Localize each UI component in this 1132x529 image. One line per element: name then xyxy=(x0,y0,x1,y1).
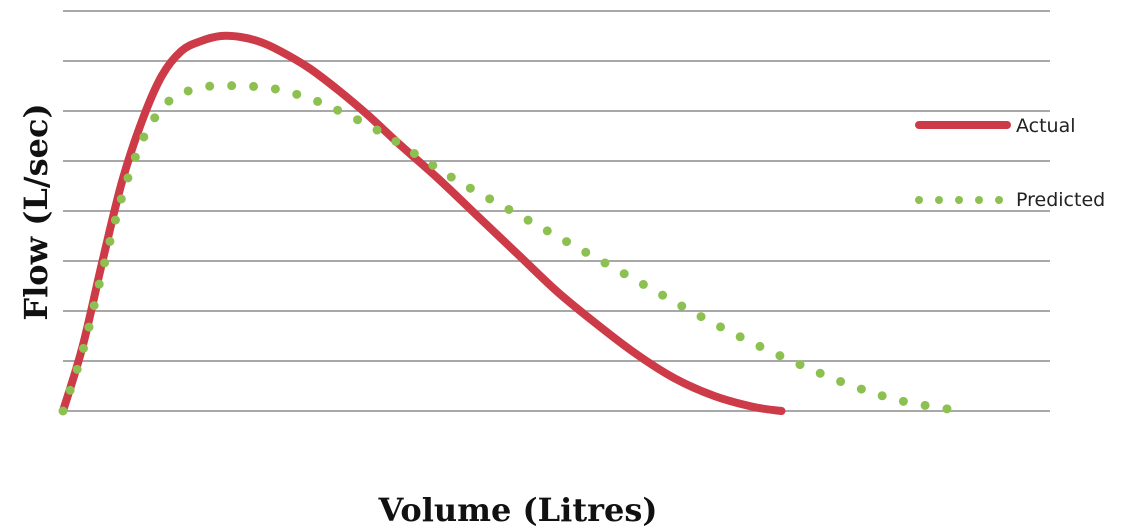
series-layer xyxy=(58,31,966,416)
x-axis-title: Volume (Litres) xyxy=(378,491,658,529)
y-axis-title: Flow (L/sec) xyxy=(17,103,55,320)
legend-label-predicted: Predicted xyxy=(1016,189,1105,211)
grid-lines xyxy=(63,10,1050,412)
legend-label-actual: Actual xyxy=(1016,115,1076,137)
series-line-actual xyxy=(59,31,786,415)
legend: Actual Predicted xyxy=(915,115,1105,211)
